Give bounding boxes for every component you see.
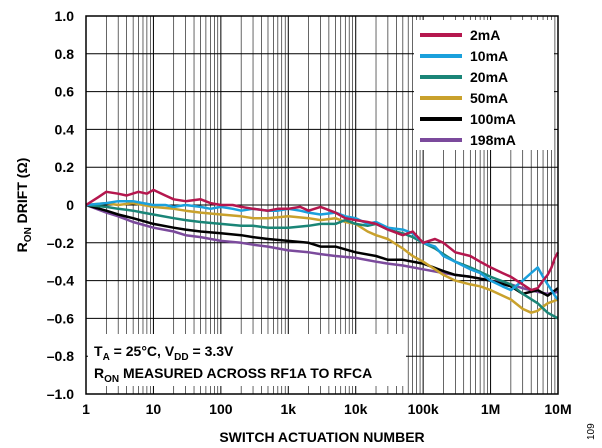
series-line-10mA	[85, 199, 559, 301]
y-tick-label: –0.2	[47, 235, 74, 251]
y-tick-label: 0.2	[55, 159, 75, 175]
legend-label-2mA: 2mA	[470, 27, 500, 43]
x-tick-label: 10k	[344, 401, 368, 417]
x-tick-label: 10M	[544, 401, 571, 417]
annotation-background	[88, 334, 406, 386]
annotation-box: TA = 25°C, VDD = 3.3V RON MEASURED ACROS…	[88, 334, 406, 386]
legend-label-198mA: 198mA	[470, 132, 516, 148]
y-tick-label: 0.4	[55, 121, 75, 137]
legend-label-20mA: 20mA	[470, 69, 508, 85]
y-tick-label: –1.0	[47, 386, 74, 402]
y-tick-label: 0.6	[55, 84, 75, 100]
y-tick-label: –0.8	[47, 348, 74, 364]
x-tick-label: 100	[209, 401, 233, 417]
x-tick-label: 1	[82, 401, 90, 417]
y-tick-label: 1.0	[55, 8, 75, 24]
series-line-50mA	[85, 201, 559, 314]
legend: 2mA 10mA 20mA 50mA 100mA 198mA	[414, 20, 554, 150]
x-tick-label: 100k	[408, 401, 439, 417]
x-tick-label: 1k	[280, 401, 296, 417]
x-tick-label: 10	[146, 401, 162, 417]
y-tick-label: 0	[66, 197, 74, 213]
legend-background	[414, 20, 554, 150]
annotation-line-2: RON MEASURED ACROSS RF1A TO RFCA	[94, 365, 372, 385]
y-tick-label: –0.4	[47, 273, 74, 289]
y-tick-label: –0.6	[47, 310, 74, 326]
x-tick-label: 1M	[481, 401, 500, 417]
y-axis-ticks: 1.0 0.8 0.6 0.4 0.2 0 –0.2 –0.4 –0.6 –0.8 –1.0	[47, 8, 74, 402]
figure-id: 109	[586, 423, 597, 440]
y-tick-label: 0.8	[55, 46, 75, 62]
legend-label-50mA: 50mA	[470, 90, 508, 106]
x-axis-ticks: 1 10 100 1k 10k 100k 1M 10M	[82, 401, 572, 417]
annotation-line-1: TA = 25°C, VDD = 3.3V	[94, 343, 234, 363]
legend-label-100mA: 100mA	[470, 111, 516, 127]
y-axis-title: RON DRIFT (Ω)	[14, 158, 34, 253]
plot-frame	[85, 15, 559, 395]
series-line-2mA	[85, 188, 560, 292]
legend-label-10mA: 10mA	[470, 48, 508, 64]
x-axis-title: SWITCH ACTUATION NUMBER	[219, 429, 424, 445]
series-lines	[85, 188, 560, 320]
